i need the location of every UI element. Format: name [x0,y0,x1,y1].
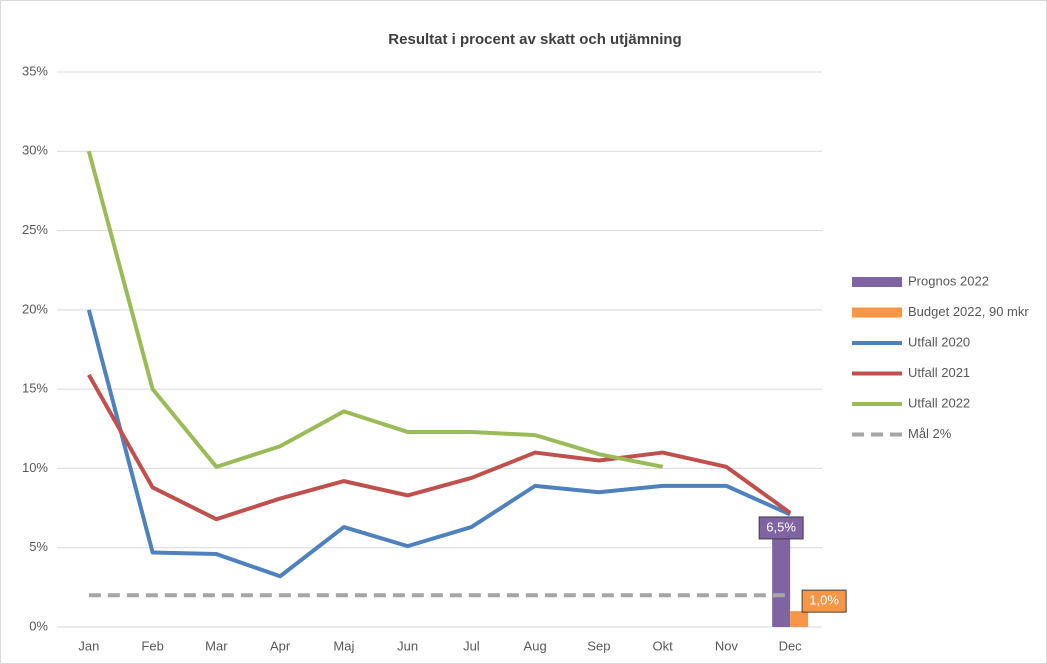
data-label: 6,5% [766,519,796,534]
chart-title: Resultat i procent av skatt och utjämnin… [388,31,681,48]
y-tick-label: 30% [22,143,48,158]
x-tick-label: Aug [524,638,547,653]
data-label: 1,0% [809,593,839,608]
legend-swatch [852,307,902,318]
legend-label: Utfall 2022 [908,395,970,410]
y-tick-label: 10% [22,460,48,475]
x-tick-label: Jul [463,638,480,653]
x-tick-label: Apr [270,638,291,653]
x-tick-label: Nov [715,638,739,653]
y-tick-label: 20% [22,301,48,316]
data-label-box [758,516,804,540]
x-tick-label: Okt [653,638,674,653]
legend-label: Utfall 2021 [908,365,970,380]
x-tick-label: Mar [205,638,228,653]
y-tick-label: 35% [22,63,48,78]
x-tick-label: Sep [587,638,610,653]
legend-label: Budget 2022, 90 mkr [908,304,1029,319]
y-tick-label: 25% [22,222,48,237]
line [87,373,792,522]
x-tick-label: Dec [779,638,803,653]
legend-swatch [852,277,902,287]
bar [790,611,809,627]
line [86,150,664,469]
x-tick-label: Feb [141,638,163,653]
legend-label: Mål 2% [908,426,952,441]
x-tick-label: Jun [397,638,418,653]
x-tick-label: Maj [333,638,354,653]
bar [772,523,791,627]
legend-label: Utfall 2020 [908,334,970,349]
data-label-box [801,589,847,613]
y-tick-label: 5% [29,539,48,554]
y-tick-label: 0% [29,618,48,633]
line [86,309,791,579]
y-tick-label: 15% [22,381,48,396]
x-tick-label: Jan [78,638,99,653]
legend-label: Prognos 2022 [908,273,989,288]
